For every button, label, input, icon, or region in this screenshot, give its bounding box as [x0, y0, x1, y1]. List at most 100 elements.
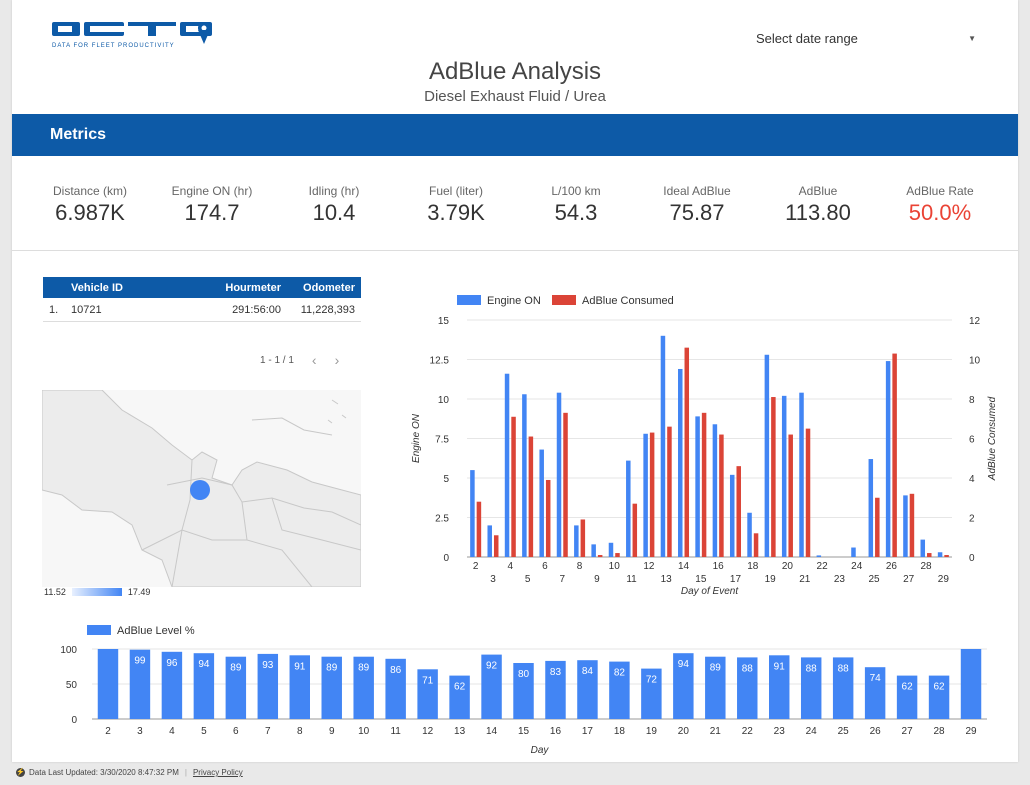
bar-data-label: 88: [742, 663, 754, 674]
geo-map[interactable]: [42, 390, 361, 587]
x-tick-label: 8: [297, 726, 303, 737]
x-tick-label: 23: [834, 574, 846, 585]
bar-adblue-consumed: [632, 503, 638, 557]
x-tick-label: 5: [201, 726, 207, 737]
bar-adblue-level: [960, 649, 982, 719]
x-tick-label: 16: [713, 561, 725, 572]
metric-distance: Distance (km) 6.987K: [20, 184, 160, 226]
legend-min: 11.52: [44, 587, 66, 597]
y-axis-title: Engine ON: [411, 413, 422, 463]
x-tick-label: 21: [799, 574, 811, 585]
bar-data-label: 96: [166, 658, 178, 669]
bar-engine-on: [920, 539, 926, 557]
column-header-odometer[interactable]: Odometer: [303, 281, 355, 294]
bar-data-label: 83: [550, 667, 562, 678]
x-tick-label: 20: [782, 561, 794, 572]
x-tick-label: 20: [678, 726, 690, 737]
y2-tick-label: 6: [969, 435, 975, 446]
date-range-label: Select date range: [756, 30, 858, 46]
dropdown-arrow-icon: ▼: [968, 33, 976, 43]
x-tick-label: 9: [329, 726, 335, 737]
bar-engine-on: [729, 474, 735, 557]
legend-max: 17.49: [127, 587, 151, 597]
bar-data-label: 88: [838, 663, 850, 674]
legend-swatch-adblue-consumed: [552, 295, 576, 305]
y-tick-label: 10: [438, 395, 450, 406]
bar-data-label: 93: [262, 660, 274, 671]
x-tick-label: 17: [582, 726, 594, 737]
metric-value: 174.7: [184, 200, 240, 225]
bar-engine-on: [660, 335, 666, 557]
bar-data-label: 89: [710, 663, 722, 674]
legend-label-engine-on: Engine ON: [487, 295, 541, 307]
bar-adblue-level: [225, 656, 247, 719]
bar-engine-on: [885, 361, 891, 557]
bar-adblue-level: [800, 657, 822, 719]
metric-label: Distance (km): [52, 184, 127, 198]
x-tick-label: 9: [594, 574, 600, 585]
x-tick-label: 13: [661, 574, 673, 585]
table-row[interactable]: 1. 10721 291:56:00 11,228,393: [43, 298, 361, 322]
metric-adblue: AdBlue 113.80: [748, 184, 888, 226]
bar-engine-on: [816, 555, 822, 557]
bar-engine-on: [695, 416, 700, 557]
bar-adblue-consumed: [805, 428, 811, 557]
x-tick-label: 11: [390, 726, 401, 737]
data-updated-text: Data Last Updated: 3/30/2020 8:47:32 PM: [29, 768, 179, 777]
map-color-legend: 11.52 17.49: [44, 587, 150, 597]
bar-adblue-consumed: [511, 416, 516, 557]
legend-swatch-adblue-level: [87, 625, 111, 635]
bar-adblue-level: [641, 668, 662, 719]
bar-adblue-level: [193, 653, 215, 719]
metric-value: 6.987K: [55, 200, 125, 225]
x-tick-label: 22: [742, 726, 754, 737]
x-tick-label: 25: [868, 574, 880, 585]
x-tick-label: 28: [920, 561, 932, 572]
metrics-section-header: Metrics: [12, 114, 1018, 156]
x-tick-label: 6: [233, 726, 239, 737]
bar-engine-on: [747, 512, 752, 557]
bar-engine-on: [903, 495, 908, 557]
bar-adblue-level: [705, 656, 726, 719]
x-tick-label: 10: [358, 726, 370, 737]
bar-engine-on: [539, 449, 544, 557]
x-tick-label: 4: [169, 726, 175, 737]
date-range-select[interactable]: Select date range ▼: [756, 28, 976, 48]
metric-value: 10.4: [312, 200, 356, 225]
next-page-icon[interactable]: ›: [334, 352, 340, 368]
bar-data-label: 94: [198, 659, 210, 670]
y2-tick-label: 2: [969, 514, 975, 525]
metric-engine-on: Engine ON (hr) 174.7: [142, 184, 282, 226]
x-tick-label: 22: [817, 561, 829, 572]
metric-label: AdBlue: [798, 184, 838, 198]
privacy-policy-link[interactable]: Privacy Policy: [192, 768, 243, 777]
bar-data-label: 99: [134, 656, 146, 667]
bar-adblue-level: [832, 657, 854, 719]
column-header-hourmeter[interactable]: Hourmeter: [225, 281, 281, 294]
legend-swatch-engine-on: [457, 295, 481, 305]
bar-engine-on: [764, 354, 770, 557]
prev-page-icon[interactable]: ‹: [311, 352, 317, 368]
bar-adblue-consumed: [875, 497, 880, 557]
bar-adblue-level: [417, 669, 438, 719]
bar-data-label: 92: [486, 661, 498, 672]
x-axis-title: Day: [531, 745, 550, 756]
bar-adblue-level: [577, 660, 598, 719]
vehicle-location-marker[interactable]: [190, 480, 210, 500]
x-tick-label: 13: [454, 726, 466, 737]
bar-adblue-consumed: [615, 553, 620, 557]
bar-data-label: 62: [933, 682, 945, 693]
bar-data-label: 74: [870, 673, 882, 684]
bar-engine-on: [781, 395, 787, 557]
bar-data-label: 62: [454, 682, 466, 693]
bar-data-label: 94: [678, 659, 690, 670]
x-tick-label: 23: [774, 726, 786, 737]
bar-adblue-consumed: [545, 479, 551, 557]
x-tick-label: 15: [518, 726, 530, 737]
bar-adblue-level: [161, 651, 183, 719]
bar-engine-on: [591, 544, 596, 557]
logo-tagline: DATA FOR FLEET PRODUCTIVITY: [52, 43, 175, 49]
x-tick-label: 24: [851, 561, 863, 572]
x-tick-label: 26: [870, 726, 882, 737]
column-header-vehicle-id[interactable]: Vehicle ID: [71, 281, 123, 294]
